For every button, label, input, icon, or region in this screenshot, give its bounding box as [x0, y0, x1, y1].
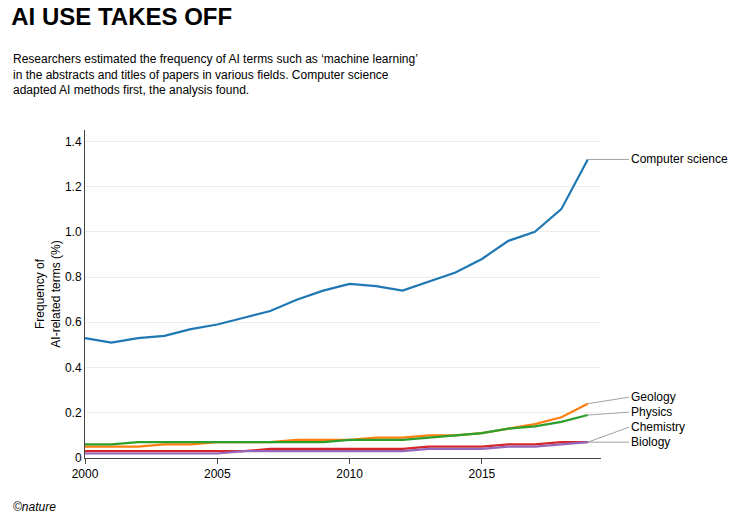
svg-text:0.6: 0.6 — [65, 315, 82, 329]
svg-text:0.2: 0.2 — [65, 406, 82, 420]
svg-text:Geology: Geology — [631, 390, 676, 404]
svg-text:©nature: ©nature — [13, 500, 56, 514]
svg-text:2015: 2015 — [469, 467, 496, 481]
svg-text:Frequency ofAI-related terms (: Frequency ofAI-related terms (%) — [33, 240, 63, 347]
svg-text:2010: 2010 — [336, 467, 363, 481]
svg-text:AI USE TAKES OFF: AI USE TAKES OFF — [11, 3, 232, 30]
svg-text:0: 0 — [75, 451, 82, 465]
svg-text:2005: 2005 — [204, 467, 231, 481]
svg-text:Biology: Biology — [631, 435, 670, 449]
svg-text:1.2: 1.2 — [65, 180, 82, 194]
svg-text:0.8: 0.8 — [65, 270, 82, 284]
svg-text:Researchers estimated the freq: Researchers estimated the frequency of A… — [13, 52, 418, 97]
svg-text:Computer science: Computer science — [631, 152, 728, 166]
svg-text:0.4: 0.4 — [65, 361, 82, 375]
svg-text:Physics: Physics — [631, 405, 672, 419]
svg-text:2000: 2000 — [72, 467, 99, 481]
svg-text:1.0: 1.0 — [65, 225, 82, 239]
svg-text:Chemistry: Chemistry — [631, 420, 685, 434]
svg-text:1.4: 1.4 — [65, 135, 82, 149]
